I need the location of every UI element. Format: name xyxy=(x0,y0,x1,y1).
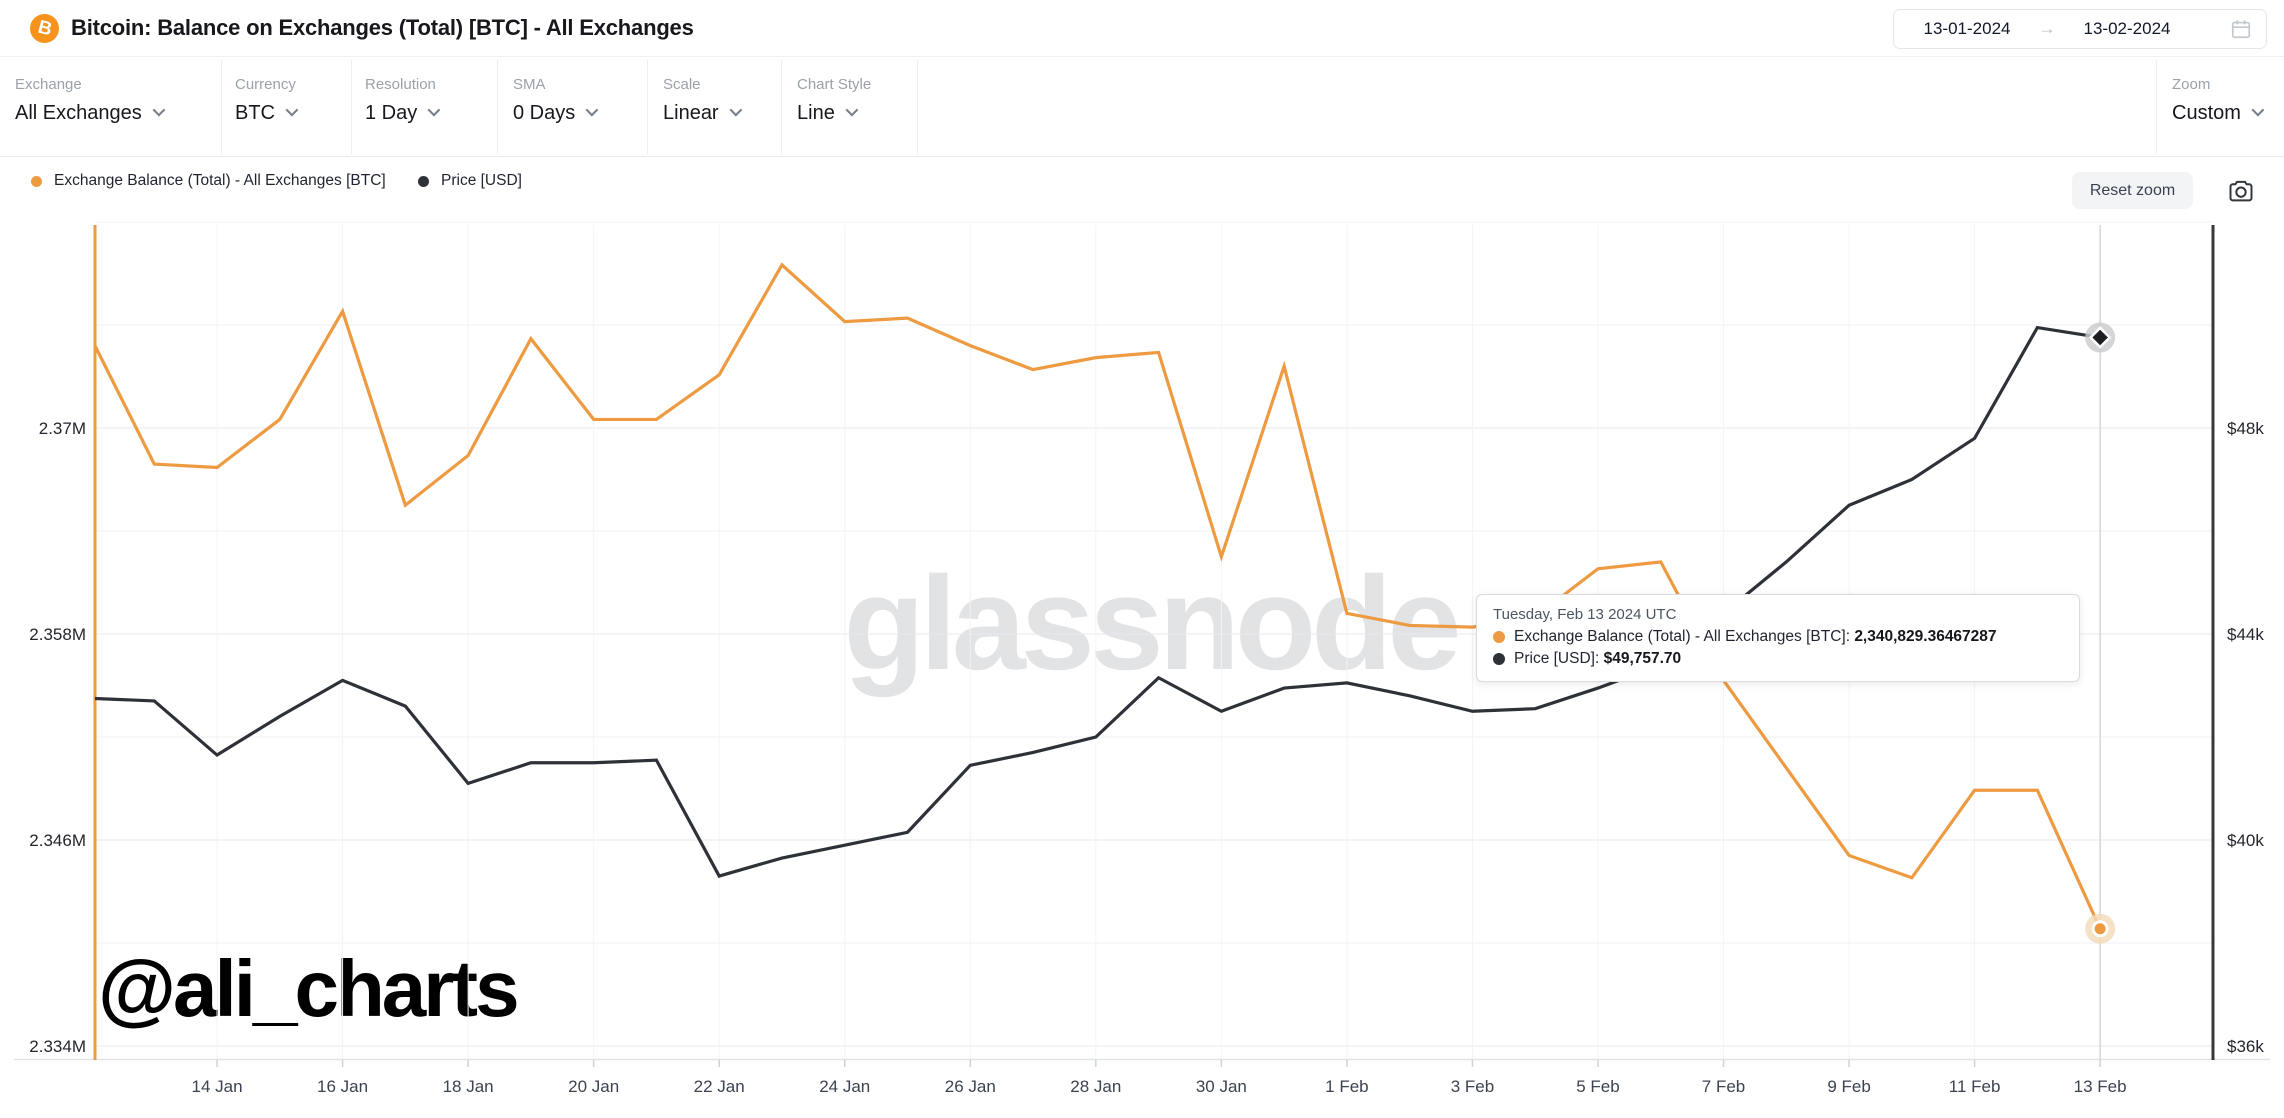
y-left-tick-label: 2.346M xyxy=(29,831,86,850)
chart-style-select[interactable]: Chart Style Line xyxy=(797,76,871,125)
legend-item-balance[interactable]: Exchange Balance (Total) - All Exchanges… xyxy=(31,172,386,190)
x-tick-label: 20 Jan xyxy=(568,1077,619,1096)
chart-settings-toolbar: Exchange All Exchanges Currency BTC Reso… xyxy=(0,58,2284,157)
chart-style-value[interactable]: Line xyxy=(797,102,835,124)
x-tick-label: 24 Jan xyxy=(819,1077,870,1096)
balance-series-dot-icon xyxy=(1493,631,1505,643)
balance-series-dot-icon xyxy=(31,175,42,187)
chevron-down-icon xyxy=(152,103,166,117)
calendar-icon[interactable] xyxy=(2230,18,2252,40)
camera-icon[interactable] xyxy=(2227,177,2255,205)
chevron-down-icon xyxy=(585,103,599,117)
header-bar: B Bitcoin: Balance on Exchanges (Total) … xyxy=(0,0,2284,57)
tooltip-price-label: Price [USD]: xyxy=(1514,650,1600,667)
toolbar-divider xyxy=(781,60,782,154)
x-tick-label: 9 Feb xyxy=(1827,1077,1870,1096)
x-tick-label: 13 Feb xyxy=(2074,1077,2127,1096)
exchange-value[interactable]: All Exchanges xyxy=(15,102,142,124)
chevron-down-icon xyxy=(2251,103,2265,117)
legend-balance-label: Exchange Balance (Total) - All Exchanges… xyxy=(54,172,386,189)
toolbar-divider xyxy=(647,60,648,154)
price-series-dot-icon xyxy=(1493,653,1505,665)
x-tick-label: 30 Jan xyxy=(1196,1077,1247,1096)
sma-value[interactable]: 0 Days xyxy=(513,102,576,124)
y-right-tick-label: $44k xyxy=(2227,625,2264,644)
chart-tooltip: Tuesday, Feb 13 2024 UTC Exchange Balanc… xyxy=(1476,594,2080,682)
date-to-input[interactable]: 13-02-2024 xyxy=(2083,19,2171,38)
toolbar-divider xyxy=(2156,60,2157,154)
scale-value[interactable]: Linear xyxy=(663,102,719,124)
x-tick-label: 3 Feb xyxy=(1451,1077,1494,1096)
currency-value[interactable]: BTC xyxy=(235,102,275,124)
exchange-label: Exchange xyxy=(15,76,82,93)
sma-select[interactable]: SMA 0 Days xyxy=(513,76,599,125)
date-range-picker[interactable]: 13-01-2024 → 13-02-2024 xyxy=(1893,9,2267,49)
bitcoin-icon: B xyxy=(30,14,59,43)
resolution-select[interactable]: Resolution 1 Day xyxy=(365,76,441,125)
zoom-value[interactable]: Custom xyxy=(2172,102,2241,124)
tooltip-balance-value: 2,340,829.36467287 xyxy=(1854,628,1997,645)
currency-label: Currency xyxy=(235,76,296,93)
x-tick-label: 18 Jan xyxy=(443,1077,494,1096)
y-right-tick-label: $40k xyxy=(2227,831,2264,850)
tooltip-balance-label: Exchange Balance (Total) - All Exchanges… xyxy=(1514,628,1850,645)
x-tick-label: 1 Feb xyxy=(1325,1077,1368,1096)
y-left-tick-label: 2.37M xyxy=(39,419,86,438)
chevron-down-icon xyxy=(729,103,742,117)
y-right-tick-label: $48k xyxy=(2227,419,2264,438)
legend-price-label: Price [USD] xyxy=(441,172,522,189)
x-tick-label: 26 Jan xyxy=(945,1077,996,1096)
x-tick-label: 7 Feb xyxy=(1702,1077,1745,1096)
date-range-arrow-icon: → xyxy=(2038,19,2056,38)
y-left-tick-label: 2.358M xyxy=(29,625,86,644)
x-tick-label: 5 Feb xyxy=(1576,1077,1619,1096)
price-series-dot-icon xyxy=(418,175,429,187)
chart-style-label: Chart Style xyxy=(797,76,872,93)
x-tick-label: 11 Feb xyxy=(1949,1077,2001,1096)
sma-label: SMA xyxy=(513,76,546,93)
chevron-down-icon xyxy=(285,103,299,117)
reset-zoom-button[interactable]: Reset zoom xyxy=(2072,172,2193,209)
toolbar-divider xyxy=(497,60,498,154)
toolbar-divider xyxy=(351,60,352,154)
x-tick-label: 16 Jan xyxy=(317,1077,368,1096)
y-right-tick-label: $36k xyxy=(2227,1037,2264,1056)
x-tick-label: 14 Jan xyxy=(192,1077,243,1096)
currency-select[interactable]: Currency BTC xyxy=(235,76,299,125)
zoom-select[interactable]: Zoom Custom xyxy=(2172,76,2265,125)
tooltip-price-value: $49,757.70 xyxy=(1603,650,1682,667)
toolbar-divider xyxy=(221,60,222,154)
page-title: Bitcoin: Balance on Exchanges (Total) [B… xyxy=(71,15,694,40)
author-watermark: @ali_charts xyxy=(98,943,520,1035)
zoom-label: Zoom xyxy=(2172,76,2211,93)
resolution-value[interactable]: 1 Day xyxy=(365,102,418,124)
y-left-tick-label: 2.334M xyxy=(29,1037,86,1056)
tooltip-balance-row: Exchange Balance (Total) - All Exchanges… xyxy=(1493,627,2063,647)
toolbar-divider xyxy=(917,60,918,154)
scale-label: Scale xyxy=(663,76,701,93)
exchange-select[interactable]: Exchange All Exchanges xyxy=(15,76,166,125)
tooltip-price-row: Price [USD]: $49,757.70 xyxy=(1493,649,2063,669)
chevron-down-icon xyxy=(427,103,441,117)
x-tick-label: 28 Jan xyxy=(1070,1077,1121,1096)
chevron-down-icon xyxy=(845,103,859,117)
scale-select[interactable]: Scale Linear xyxy=(663,76,742,125)
tooltip-date: Tuesday, Feb 13 2024 UTC xyxy=(1493,606,1677,623)
x-tick-label: 22 Jan xyxy=(694,1077,745,1096)
date-from-input[interactable]: 13-01-2024 xyxy=(1923,19,2011,38)
legend-item-price[interactable]: Price [USD] xyxy=(418,172,522,190)
resolution-label: Resolution xyxy=(365,76,436,93)
